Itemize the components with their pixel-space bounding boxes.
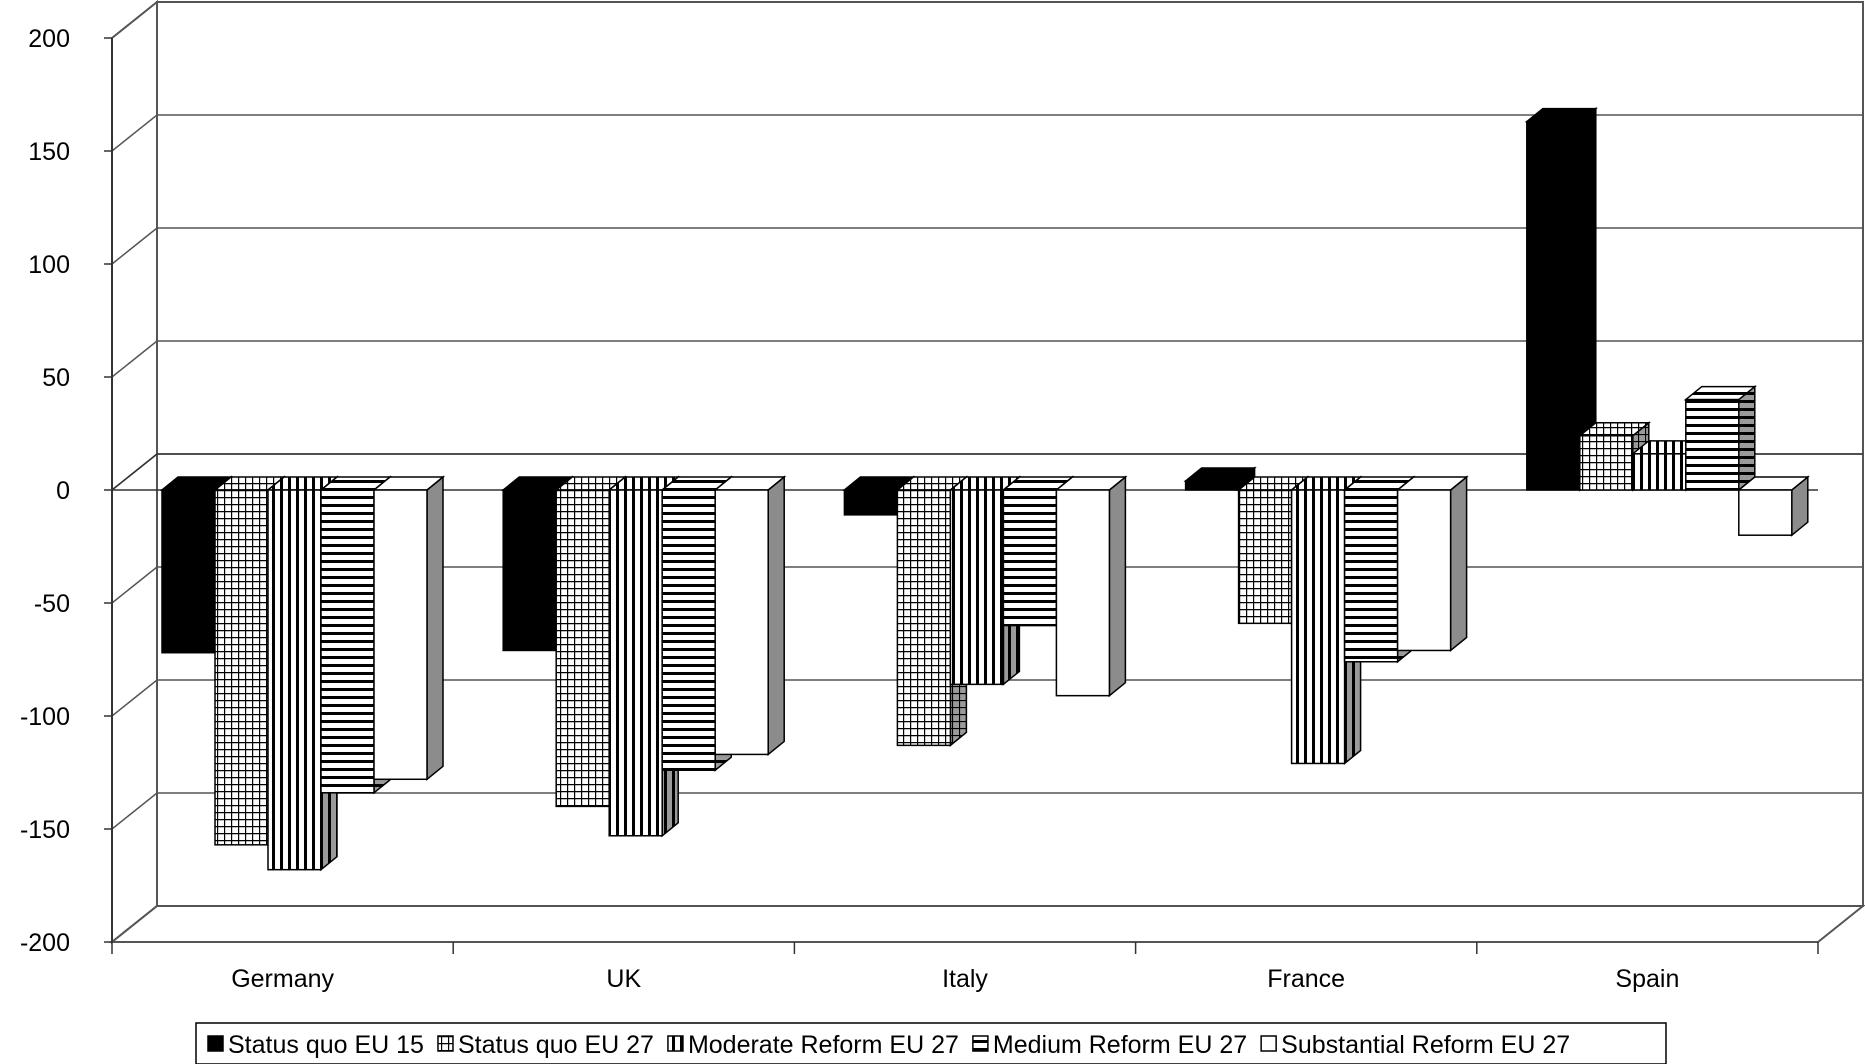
legend-label: Substantial Reform EU 27 xyxy=(1281,1031,1570,1059)
gridline xyxy=(111,227,1863,265)
floor xyxy=(109,905,1865,943)
legend-item: Moderate Reform EU 27 xyxy=(667,1031,959,1059)
y-tick-label: -150 xyxy=(20,816,70,844)
legend-label: Status quo EU 15 xyxy=(228,1031,424,1059)
bar-front xyxy=(555,489,610,808)
bar-front xyxy=(1685,398,1740,491)
legend-swatch xyxy=(207,1035,224,1052)
y-tick-label: -50 xyxy=(34,590,70,618)
bar-france-0 xyxy=(1183,466,1257,492)
legend-label: Moderate Reform EU 27 xyxy=(688,1031,959,1059)
bar-front xyxy=(320,489,375,794)
bar-uk-4 xyxy=(713,475,787,756)
bar-front xyxy=(1184,480,1240,491)
gridline xyxy=(111,340,1863,378)
bar-france-4 xyxy=(1395,475,1469,653)
bar-side xyxy=(767,475,785,756)
legend-swatch xyxy=(1260,1035,1277,1052)
bar-front xyxy=(843,489,899,516)
y-tick-label: 100 xyxy=(28,251,70,279)
bar-front xyxy=(1396,489,1452,652)
bar-front xyxy=(661,489,716,771)
bar-front xyxy=(373,489,428,781)
bar-front xyxy=(214,489,269,846)
y-tick-label: -100 xyxy=(20,703,70,731)
category-label: Spain xyxy=(1615,965,1679,993)
gridline xyxy=(111,1,1863,39)
bar-germany-4 xyxy=(371,475,446,781)
y-tick-label: -200 xyxy=(20,929,70,957)
bar-front xyxy=(1290,489,1346,765)
bar-front xyxy=(1579,435,1634,491)
bar-spain-0 xyxy=(1524,107,1598,492)
category-label: Italy xyxy=(942,965,988,993)
bar-front xyxy=(1002,489,1058,627)
legend-label: Status quo EU 27 xyxy=(458,1031,654,1059)
legend-swatch xyxy=(972,1035,989,1052)
legend-label: Medium Reform EU 27 xyxy=(993,1031,1247,1059)
bar-front xyxy=(1055,489,1111,697)
bar-front xyxy=(1738,489,1793,536)
bar-side xyxy=(1108,475,1127,698)
gridline xyxy=(111,905,1863,943)
legend-item: Medium Reform EU 27 xyxy=(972,1031,1247,1059)
legend-item: Status quo EU 27 xyxy=(437,1031,654,1059)
y-tick-label: 50 xyxy=(42,364,70,392)
bar-side xyxy=(426,475,444,781)
bar-italy-4 xyxy=(1054,475,1128,698)
gridline xyxy=(111,792,1863,830)
category-label: UK xyxy=(606,965,641,993)
bar-front xyxy=(161,489,216,654)
legend-item: Status quo EU 15 xyxy=(207,1031,424,1059)
bar-side xyxy=(1738,385,1756,492)
y-tick-label: 150 xyxy=(28,138,70,166)
bar-front xyxy=(714,489,769,756)
bar-front xyxy=(896,489,952,747)
bar-front xyxy=(1237,489,1293,625)
gridline xyxy=(111,114,1863,152)
legend-swatch xyxy=(667,1035,684,1052)
bars xyxy=(159,107,1810,872)
zero-line xyxy=(111,453,1863,491)
bar-front xyxy=(267,489,322,871)
bar-spain-3 xyxy=(1683,385,1757,492)
bar-spain-4 xyxy=(1736,475,1810,537)
category-label: Germany xyxy=(231,965,334,993)
bar-front xyxy=(1343,489,1399,663)
y-tick-label: 200 xyxy=(28,25,70,53)
bar-front xyxy=(1632,453,1687,491)
bar-side xyxy=(1449,475,1468,653)
category-label: France xyxy=(1267,965,1345,993)
y-tick-label: 0 xyxy=(56,477,70,505)
legend-item: Substantial Reform EU 27 xyxy=(1260,1031,1570,1059)
legend-swatch xyxy=(437,1035,454,1052)
bar-front xyxy=(949,489,1005,686)
bar-front xyxy=(1526,120,1581,491)
bar-front xyxy=(502,489,557,652)
legend: Status quo EU 15 Status quo EU 27 Moderate… xyxy=(195,1022,1667,1064)
y-axis-ticks: 200 150 100 50 0 -50 -100 -150 -200 xyxy=(20,25,112,957)
x-axis-labels: Germany UK Italy France Spain xyxy=(111,942,1819,993)
bar-front xyxy=(608,489,663,837)
